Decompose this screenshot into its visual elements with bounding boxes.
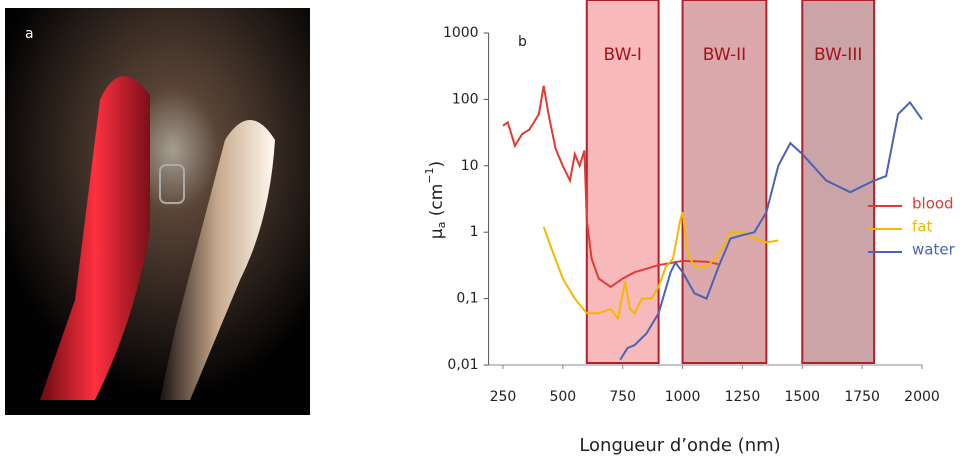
y-tick-label: 1000: [443, 25, 479, 41]
x-tick-label: 2000: [904, 389, 940, 405]
x-tick-label: 750: [609, 389, 636, 405]
y-axis-label: μa (cm−1): [423, 161, 448, 239]
band-label: BW-III: [814, 45, 862, 65]
x-tick-label: 250: [490, 389, 517, 405]
x-tick-label: 1250: [725, 389, 761, 405]
y-label-part: −1: [423, 167, 436, 183]
y-label-part: a: [435, 222, 448, 229]
band: [585, 0, 660, 364]
legend-label: blood: [912, 195, 954, 213]
x-axis-label: Longueur d’onde (nm): [579, 435, 780, 456]
band-label: BW-II: [703, 45, 746, 65]
band: [801, 0, 876, 364]
y-tick-label: 100: [452, 91, 479, 107]
band: [681, 0, 768, 364]
y-label-part: ): [427, 161, 447, 168]
panel-label: a: [25, 26, 34, 42]
band-label: BW-I: [604, 45, 642, 65]
y-label-part: μ: [427, 228, 447, 239]
legend-label: water: [912, 241, 956, 259]
y-label-part: (cm: [427, 184, 447, 222]
series-line: [542, 211, 779, 322]
y-tick-label: 10: [461, 158, 479, 174]
photo: a: [5, 8, 310, 415]
x-tick-label: 1000: [665, 389, 701, 405]
x-tick-label: 1500: [784, 389, 820, 405]
y-tick-label: 0,01: [447, 357, 478, 373]
panel-label: b: [518, 34, 527, 50]
series-line: [502, 85, 719, 289]
series-line: [619, 100, 923, 361]
y-tick-label: 1: [470, 224, 479, 240]
legend-label: fat: [912, 218, 932, 236]
x-tick-label: 1750: [844, 389, 880, 405]
y-tick-label: 0,1: [456, 291, 478, 307]
x-tick-label: 500: [549, 389, 576, 405]
